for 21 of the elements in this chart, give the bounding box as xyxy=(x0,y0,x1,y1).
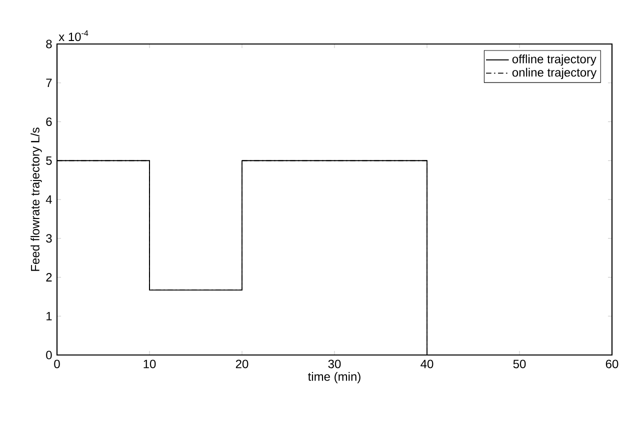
x-tick-label: 40 xyxy=(420,360,434,368)
y-tick-label: 3 xyxy=(46,234,52,243)
x-tick-label: 0 xyxy=(54,360,60,368)
y-axis-title: Feed flowrate trajectory L/s xyxy=(30,128,42,271)
x-axis-title: time (min) xyxy=(308,372,360,384)
x-tick-label: 50 xyxy=(513,360,526,368)
x-tick-label: 60 xyxy=(606,360,618,368)
y-tick-label: 7 xyxy=(46,78,52,88)
x-tick-label: 30 xyxy=(328,360,341,368)
legend-label: offline trajectory xyxy=(512,54,596,66)
x-tick-label: 10 xyxy=(144,360,156,368)
y-tick-label: 8 xyxy=(46,40,52,48)
y-tick-label: 2 xyxy=(46,273,52,282)
y-tick-label: 5 xyxy=(46,156,52,165)
legend-label: online trajectory xyxy=(512,68,597,80)
text: x 10$^{-4}$ xyxy=(58,30,88,42)
y-tick-label: 0 xyxy=(46,350,52,360)
y-tick-label: 6 xyxy=(46,118,52,126)
x-tick-label: 20 xyxy=(236,360,248,368)
y-tick-label: 4 xyxy=(46,195,52,204)
y-tick-label: 1 xyxy=(46,312,52,320)
